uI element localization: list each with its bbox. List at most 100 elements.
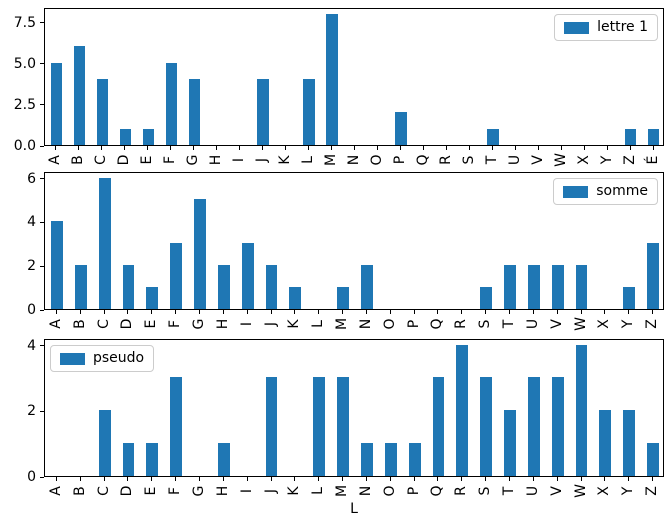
x-tick-label-V: V	[529, 155, 546, 165]
bar-H	[217, 443, 230, 476]
bar-F	[165, 62, 178, 145]
bar-F	[170, 243, 183, 309]
x-tick-mark	[354, 146, 355, 150]
x-tick-label-S: S	[460, 155, 477, 165]
x-tick-mark	[79, 477, 81, 481]
x-tick-mark	[376, 146, 378, 150]
y-tick-label: 6	[27, 170, 36, 187]
x-tick-label-U: U	[524, 485, 541, 497]
bar-J	[265, 377, 278, 476]
bar-I	[241, 243, 254, 309]
bar-L	[313, 377, 326, 476]
x-tick-mark	[606, 146, 608, 150]
x-tick-mark	[461, 310, 463, 314]
x-tick-mark	[193, 146, 195, 150]
x-tick-mark	[55, 477, 57, 481]
x-tick-mark	[318, 477, 320, 481]
y-tick-mark	[40, 145, 44, 147]
x-tick-mark	[485, 477, 487, 481]
bar-M	[326, 13, 338, 145]
y-tick-label: 4	[27, 337, 36, 354]
bar-B	[73, 46, 86, 145]
bar-D	[119, 128, 132, 145]
x-tick-label-M: M	[334, 484, 351, 498]
x-tick-mark	[560, 146, 562, 150]
x-tick-label-Z: Z	[644, 486, 661, 496]
x-axis-label: L	[350, 501, 358, 517]
x-tick-label-Z: Z	[621, 155, 638, 165]
bar-K	[289, 287, 302, 309]
x-tick-label-V: V	[548, 319, 565, 329]
x-tick-mark	[199, 477, 200, 481]
bar-Z	[647, 443, 660, 476]
x-tick-label-L: L	[310, 487, 327, 495]
y-tick-mark	[40, 309, 44, 311]
x-tick-label-I: I	[238, 321, 255, 327]
x-tick-label-É: É	[644, 155, 661, 165]
x-tick-mark	[246, 310, 248, 314]
x-tick-mark	[628, 477, 630, 481]
x-tick-label-F: F	[167, 486, 184, 496]
x-tick-label-B: B	[71, 319, 88, 329]
x-tick-label-D: D	[116, 154, 133, 166]
y-tick-mark	[40, 410, 44, 412]
x-tick-mark	[216, 146, 218, 150]
y-tick-mark	[40, 476, 44, 478]
x-tick-mark	[532, 477, 534, 481]
x-tick-label-B: B	[71, 486, 88, 496]
bar-V	[551, 265, 564, 309]
bar-C	[98, 410, 111, 476]
x-tick-mark	[628, 310, 630, 314]
bar-Y	[623, 287, 636, 309]
x-tick-label-Y: Y	[620, 486, 637, 496]
x-tick-label-Y: Y	[620, 319, 637, 329]
bar-M	[337, 287, 350, 309]
x-tick-label-N: N	[346, 154, 362, 166]
x-tick-label-W: W	[552, 153, 569, 167]
x-tick-label-D: D	[119, 318, 136, 330]
x-tick-mark	[175, 477, 177, 481]
x-tick-label-E: E	[139, 155, 156, 165]
bar-M	[337, 377, 350, 476]
x-tick-mark	[199, 310, 200, 314]
x-tick-label-L: L	[310, 320, 327, 328]
x-tick-mark	[127, 477, 129, 481]
bar-Q	[432, 377, 445, 476]
bar-G	[194, 199, 206, 309]
x-tick-mark	[175, 310, 177, 314]
bar-Y	[623, 410, 636, 476]
x-tick-label-I: I	[238, 488, 255, 494]
x-tick-mark	[583, 146, 585, 150]
x-tick-label-D: D	[119, 485, 136, 497]
x-tick-mark	[652, 146, 654, 150]
x-tick-label-V: V	[548, 486, 565, 496]
x-tick-mark	[399, 146, 401, 150]
bar-A	[50, 62, 63, 145]
x-tick-mark	[580, 477, 582, 481]
x-tick-mark	[422, 146, 424, 150]
x-tick-label-T: T	[501, 319, 517, 329]
y-tick-label: 4	[27, 214, 36, 231]
x-tick-label-H: H	[214, 318, 231, 330]
x-tick-label-Y: Y	[598, 155, 615, 165]
x-tick-label-X: X	[596, 319, 613, 329]
bar-L	[303, 79, 315, 145]
x-tick-label-A: A	[47, 155, 64, 165]
x-tick-mark	[532, 310, 534, 314]
y-tick-label: 5.0	[13, 55, 36, 72]
x-tick-mark	[509, 310, 510, 314]
x-tick-mark	[101, 146, 103, 150]
x-tick-mark	[604, 310, 606, 314]
bar-T	[504, 265, 516, 309]
x-tick-label-U: U	[506, 154, 523, 166]
y-tick-mark	[40, 265, 44, 267]
x-tick-label-L: L	[300, 156, 317, 164]
bar-Z	[624, 128, 637, 145]
x-tick-label-K: K	[277, 155, 294, 165]
bar-N	[360, 265, 373, 309]
bar-F	[170, 377, 183, 476]
bar-D	[122, 265, 135, 309]
bar-P	[395, 112, 407, 145]
plot-area	[44, 172, 664, 310]
x-tick-mark	[222, 310, 224, 314]
